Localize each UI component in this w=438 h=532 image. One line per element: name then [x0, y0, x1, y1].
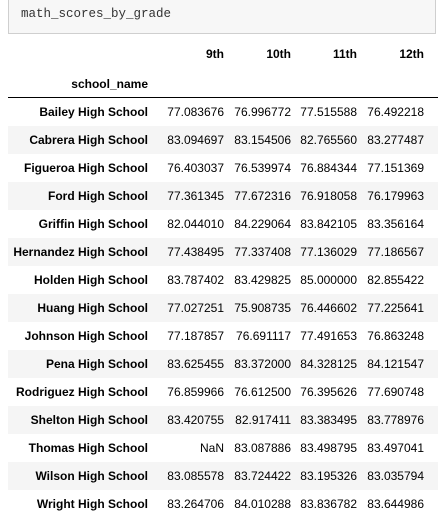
row-stripe [8, 350, 438, 378]
cell: 83.778976 [367, 413, 424, 427]
code-text: math_scores_by_grade [21, 7, 172, 21]
cell: 76.859966 [167, 385, 224, 399]
row-label: Ford High School [48, 189, 148, 203]
cell: 77.491653 [300, 329, 357, 343]
cell: 83.383495 [300, 413, 357, 427]
index-name: school_name [71, 77, 148, 91]
row-label: Wilson High School [35, 469, 148, 483]
cell: 83.724422 [234, 469, 291, 483]
cell: 83.087886 [234, 441, 291, 455]
cell: 76.612500 [234, 385, 291, 399]
cell: 82.917411 [235, 413, 291, 427]
cell: 76.395626 [300, 385, 357, 399]
cell: 83.094697 [167, 133, 224, 147]
cell: 77.186567 [367, 245, 424, 259]
cell: 76.918058 [300, 189, 357, 203]
cell: 76.403037 [167, 161, 224, 175]
row-stripe [8, 126, 438, 154]
cell: 77.515588 [300, 105, 357, 119]
row-label: Shelton High School [30, 413, 148, 427]
row-label: Wright High School [36, 497, 148, 511]
cell: 77.438495 [167, 245, 224, 259]
cell: 77.361345 [167, 189, 224, 203]
cell: 77.225641 [367, 301, 424, 315]
cell: 84.328125 [300, 357, 357, 371]
cell: 77.083676 [167, 105, 224, 119]
cell: 83.787402 [167, 273, 224, 287]
cell: 83.429825 [234, 273, 291, 287]
row-label: Cabrera High School [29, 133, 148, 147]
cell: 77.672316 [234, 189, 291, 203]
cell: 83.085578 [167, 469, 224, 483]
row-label: Holden High School [34, 273, 148, 287]
row-label: Rodriguez High School [16, 385, 148, 399]
column-header: 9th [206, 47, 224, 61]
cell: 83.277487 [367, 133, 424, 147]
column-header: 11th [332, 47, 357, 61]
cell: 83.625455 [167, 357, 224, 371]
cell: 82.765560 [300, 133, 357, 147]
cell: 84.010288 [234, 497, 291, 511]
cell: 85.000000 [300, 273, 357, 287]
cell: 77.337408 [234, 245, 291, 259]
cell: 76.863248 [367, 329, 424, 343]
cell: 83.372000 [234, 357, 291, 371]
row-label: Thomas High School [28, 441, 148, 455]
row-stripe [8, 182, 438, 210]
cell: 76.446602 [300, 301, 357, 315]
cell: 83.420755 [167, 413, 224, 427]
cell: 83.497041 [367, 441, 424, 455]
cell: 82.855422 [367, 273, 424, 287]
row-stripe [8, 406, 438, 434]
column-header: 10th [266, 47, 291, 61]
cell: 83.035794 [367, 469, 424, 483]
cell: NaN [199, 441, 224, 455]
cell: 76.492218 [367, 105, 424, 119]
cell: 76.539974 [234, 161, 291, 175]
row-stripe [8, 462, 438, 490]
cell: 76.996772 [234, 105, 291, 119]
cell: 77.136029 [300, 245, 357, 259]
cell: 77.187857 [167, 329, 224, 343]
cell: 83.836782 [300, 497, 357, 511]
cell: 84.121547 [367, 357, 424, 371]
cell: 83.644986 [367, 497, 424, 511]
row-label: Bailey High School [39, 105, 148, 119]
cell: 82.044010 [167, 217, 224, 231]
cell: 77.027251 [167, 301, 224, 315]
cell: 77.690748 [367, 385, 424, 399]
column-header: 12th [399, 47, 424, 61]
cell: 83.498795 [300, 441, 357, 455]
row-label: Figueroa High School [23, 161, 148, 175]
row-stripe [8, 238, 438, 266]
cell: 83.264706 [167, 497, 224, 511]
cell: 84.229064 [234, 217, 291, 231]
cell: 76.691117 [236, 329, 291, 343]
cell: 75.908735 [234, 301, 291, 315]
cell: 77.151369 [367, 161, 424, 175]
row-label: Griffin High School [38, 217, 148, 231]
row-label: Hernandez High School [13, 245, 148, 259]
row-label: Pena High School [45, 357, 148, 371]
row-label: Huang High School [37, 301, 148, 315]
row-stripe [8, 294, 438, 322]
row-label: Johnson High School [24, 329, 148, 343]
cell: 76.179963 [367, 189, 424, 203]
cell: 76.884344 [300, 161, 357, 175]
cell: 83.195326 [300, 469, 357, 483]
code-cell: math_scores_by_grade [8, 0, 436, 34]
cell: 83.154506 [234, 133, 291, 147]
cell: 83.842105 [300, 217, 357, 231]
cell: 83.356164 [367, 217, 424, 231]
header-rule [8, 97, 438, 98]
